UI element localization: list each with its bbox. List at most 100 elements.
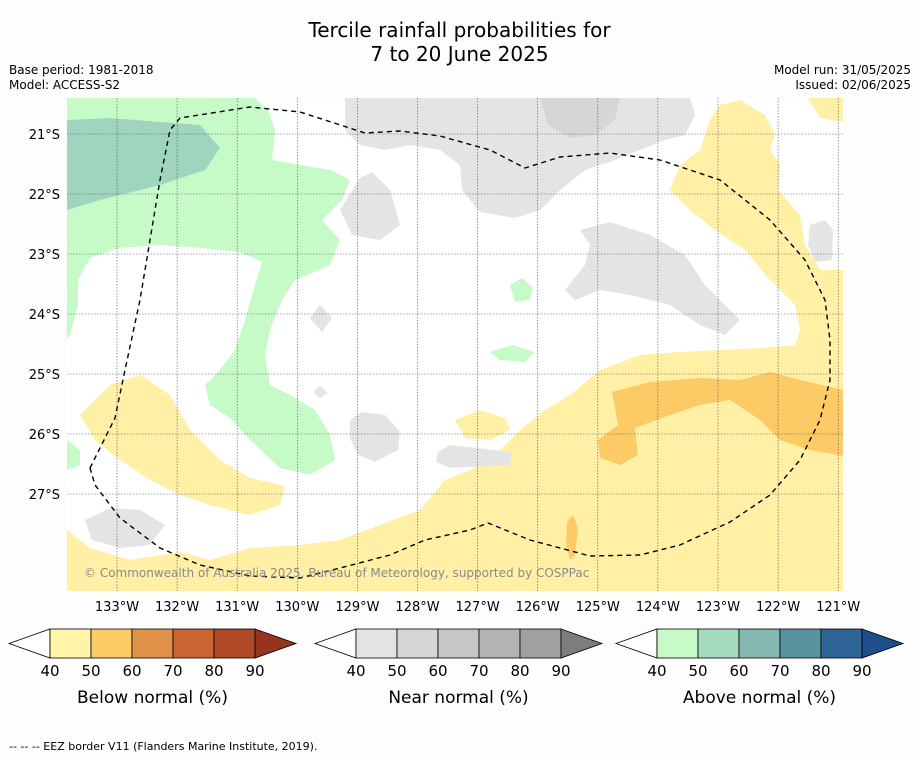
colorbar-tick: 80	[811, 662, 830, 680]
below-normal-region	[808, 98, 843, 122]
model-info-left: Base period: 1981-2018 Model: ACCESS-S2	[9, 63, 154, 93]
colorbar-tick: 90	[245, 662, 264, 680]
below-normal-region	[67, 98, 843, 591]
colorbar-tick: 70	[163, 662, 182, 680]
longitude-gridlines	[116, 98, 839, 591]
issued-text: Issued: 02/06/2025	[795, 78, 911, 92]
above-normal-50-region	[67, 118, 220, 210]
eez-legend-note: -- -- -- EEZ border V11 (Flanders Marine…	[9, 740, 318, 753]
latitude-label: 24°S	[29, 308, 60, 323]
colorbar-segment	[213, 628, 256, 659]
colorbar-tick: 40	[40, 662, 59, 680]
near-normal-region	[565, 222, 740, 335]
colorbar-tick: 70	[770, 662, 789, 680]
near-normal-region	[340, 172, 400, 240]
longitude-label: 123°W	[696, 600, 740, 615]
colorbar-segment	[779, 628, 822, 659]
longitude-label: 122°W	[756, 600, 800, 615]
colorbar-segment	[90, 628, 133, 659]
above-normal-region	[510, 278, 533, 302]
below-normal-50-region	[566, 515, 578, 560]
longitude-label: 133°W	[95, 600, 139, 615]
colorbar-segment	[355, 628, 398, 659]
colorbar-overflow	[861, 628, 905, 659]
near-normal-region	[808, 220, 833, 262]
colorbar-segment	[131, 628, 174, 659]
above-normal-region	[67, 440, 80, 470]
latitude-label: 25°S	[29, 368, 60, 383]
colorbar-tick: 60	[729, 662, 748, 680]
colorbar-1: 40 50 60 70 80 90 Below normal (%)	[7, 628, 298, 708]
colorbar-underflow	[7, 628, 51, 659]
longitude-label: 131°W	[215, 600, 259, 615]
colorbar-tick: 60	[428, 662, 447, 680]
near-normal-region	[85, 508, 165, 548]
longitude-label: 130°W	[275, 600, 319, 615]
colorbar-tick: 80	[510, 662, 529, 680]
colorbar-tick: 90	[551, 662, 570, 680]
colorbar-overflow	[254, 628, 298, 659]
longitude-label: 121°W	[816, 600, 860, 615]
below-normal-region	[455, 410, 510, 440]
colorbar-segment	[396, 628, 439, 659]
colorbar-segment	[478, 628, 521, 659]
latitude-label: 27°S	[29, 488, 60, 503]
colorbar-tick: 50	[81, 662, 100, 680]
above-normal-region	[67, 98, 350, 475]
colorbar-label: Above normal (%)	[683, 688, 836, 708]
below-normal-region	[80, 375, 285, 515]
colorbar-tick: 40	[647, 662, 666, 680]
colorbar-segment	[49, 628, 92, 659]
colorbar-label: Below normal (%)	[77, 688, 228, 708]
colorbar-tick: 80	[204, 662, 223, 680]
colorbar-tick: 50	[387, 662, 406, 680]
near-normal-region	[310, 305, 332, 332]
colorbar-tick: 60	[122, 662, 141, 680]
latitude-gridlines	[67, 133, 843, 495]
near-normal-region	[345, 98, 695, 218]
colorbar-3: 40 50 60 70 80 90 Above normal (%)	[614, 628, 905, 708]
colorbar-label: Near normal (%)	[388, 688, 528, 708]
longitude-label: 127°W	[456, 600, 500, 615]
base-period-text: Base period: 1981-2018	[9, 63, 154, 77]
probability-regions: © Commonwealth of Australia 2025, Bureau…	[67, 98, 843, 591]
below-normal-50-region	[598, 372, 843, 465]
colorbar-tick: 50	[688, 662, 707, 680]
colorbar-segment	[172, 628, 215, 659]
latitude-label: 21°S	[29, 128, 60, 143]
title-line-1: Tercile rainfall probabilities for	[308, 18, 611, 42]
colorbar-segment	[738, 628, 781, 659]
colorbar-segment	[656, 628, 699, 659]
title-line-2: 7 to 20 June 2025	[370, 42, 549, 66]
colorbar-underflow	[313, 628, 357, 659]
model-info-right: Model run: 31/05/2025 Issued: 02/06/2025	[774, 63, 911, 93]
colorbar-2: 40 50 60 70 80 90 Near normal (%)	[313, 628, 604, 708]
longitude-label: 124°W	[636, 600, 680, 615]
near-normal-50-region	[540, 98, 620, 138]
colorbar-segment	[519, 628, 562, 659]
colorbar-tick: 90	[852, 662, 871, 680]
colorbars: 40 50 60 70 80 90 Below normal (%) 40 50 60 70 80 90…	[7, 628, 905, 708]
near-normal-region	[436, 445, 512, 468]
colorbar-segment	[697, 628, 740, 659]
colorbar-tick: 40	[346, 662, 365, 680]
colorbar-overflow	[560, 628, 604, 659]
near-normal-region	[350, 412, 400, 462]
latitude-label: 23°S	[29, 248, 60, 263]
latitude-label: 22°S	[29, 188, 60, 203]
longitude-label: 128°W	[395, 600, 439, 615]
longitude-labels: 133°W 132°W 131°W 130°W 129°W 128°W 127°W 126°W…	[95, 600, 861, 615]
model-run-text: Model run: 31/05/2025	[773, 63, 911, 77]
longitude-label: 125°W	[576, 600, 620, 615]
longitude-label: 132°W	[155, 600, 199, 615]
longitude-label: 129°W	[335, 600, 379, 615]
above-normal-region	[490, 345, 535, 362]
colorbar-underflow	[614, 628, 658, 659]
colorbar-tick: 70	[469, 662, 488, 680]
colorbar-segment	[437, 628, 480, 659]
near-normal-region	[313, 386, 328, 398]
longitude-label: 126°W	[516, 600, 560, 615]
map-title: Tercile rainfall probabilities for 7 to …	[0, 18, 919, 66]
copyright-notice: © Commonwealth of Australia 2025, Bureau…	[84, 566, 589, 580]
